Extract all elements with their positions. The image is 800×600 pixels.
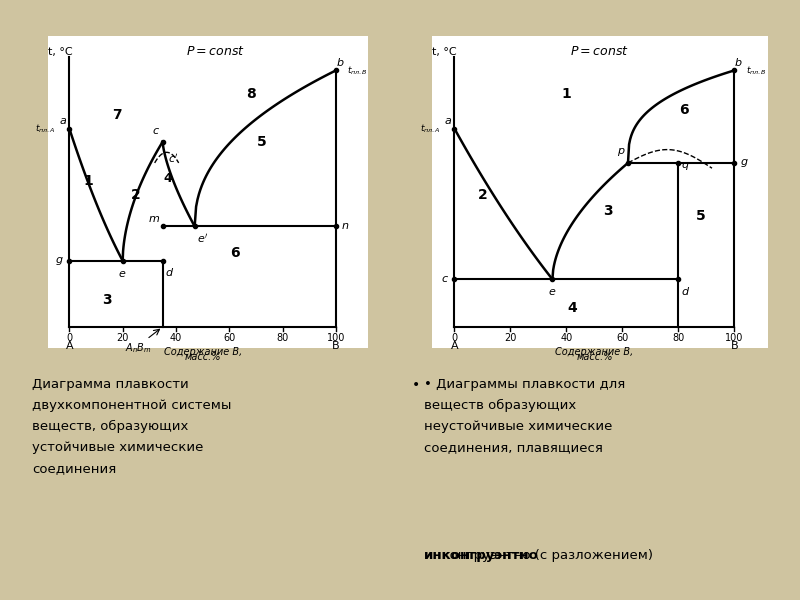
Text: t, °C: t, °C: [432, 47, 457, 57]
Text: 1: 1: [83, 175, 93, 188]
Text: $g$: $g$: [55, 255, 64, 267]
Text: 60: 60: [616, 334, 629, 343]
Text: масс.%: масс.%: [185, 352, 221, 362]
Text: 0: 0: [66, 334, 72, 343]
Text: Содержание В,: Содержание В,: [555, 347, 634, 356]
Text: $d$: $d$: [681, 284, 690, 296]
Text: 7: 7: [113, 109, 122, 122]
Text: $c'$: $c'$: [168, 152, 178, 166]
Text: $A_n B_m$: $A_n B_m$: [126, 341, 152, 355]
Text: $c$: $c$: [152, 127, 160, 136]
Text: 5: 5: [696, 209, 706, 223]
Text: 2: 2: [131, 188, 141, 202]
Text: 40: 40: [170, 334, 182, 343]
Text: Содержание В,: Содержание В,: [163, 347, 242, 356]
Text: 0: 0: [451, 334, 458, 343]
Text: $t_{пл.B}$: $t_{пл.B}$: [346, 64, 367, 77]
Text: $e'$: $e'$: [198, 232, 209, 245]
Text: 80: 80: [672, 334, 685, 343]
Text: $a$: $a$: [443, 116, 451, 126]
Text: 1: 1: [562, 87, 571, 101]
Text: 40: 40: [560, 334, 573, 343]
Text: $c$: $c$: [441, 274, 449, 284]
Text: 3: 3: [102, 293, 111, 307]
Text: $b$: $b$: [336, 56, 345, 68]
Text: 8: 8: [246, 87, 255, 101]
Text: 4: 4: [567, 301, 577, 316]
Text: инконгруэнтно (с разложением): инконгруэнтно (с разложением): [424, 549, 653, 562]
Text: $t_{пл.B}$: $t_{пл.B}$: [746, 64, 766, 77]
Text: t, °C: t, °C: [48, 47, 73, 57]
Text: •: •: [412, 378, 420, 392]
Text: 4: 4: [164, 172, 172, 185]
Text: 20: 20: [504, 334, 517, 343]
Text: 2: 2: [478, 188, 487, 202]
Text: $a$: $a$: [58, 116, 66, 126]
Text: инконгруэнтно: инконгруэнтно: [424, 549, 539, 562]
Text: Диаграмма плавкости
двухкомпонентной системы
веществ, образующих
устойчивые хими: Диаграмма плавкости двухкомпонентной сис…: [32, 378, 231, 475]
Text: $g$: $g$: [740, 157, 749, 169]
Text: $q$: $q$: [681, 160, 690, 172]
Text: $n$: $n$: [342, 221, 350, 232]
Text: масс.%: масс.%: [576, 352, 613, 362]
Text: $d$: $d$: [166, 266, 174, 278]
Text: $e$: $e$: [548, 287, 557, 297]
Text: B: B: [730, 341, 738, 352]
Text: $p$: $p$: [617, 146, 626, 158]
Text: $m$: $m$: [148, 214, 160, 224]
Text: 60: 60: [223, 334, 235, 343]
Text: A: A: [450, 341, 458, 352]
Text: $e$: $e$: [118, 269, 127, 278]
Text: $P = const$: $P = const$: [186, 46, 246, 58]
Text: 20: 20: [117, 334, 129, 343]
Text: 100: 100: [726, 334, 743, 343]
Text: 6: 6: [230, 246, 239, 260]
Text: 100: 100: [327, 334, 345, 343]
Text: 3: 3: [603, 203, 614, 218]
Text: B: B: [332, 341, 340, 352]
Text: $b$: $b$: [734, 56, 743, 68]
Text: $P = const$: $P = const$: [570, 46, 630, 58]
Text: $t_{пл.A}$: $t_{пл.A}$: [419, 122, 440, 135]
Text: 5: 5: [257, 135, 266, 149]
Text: 80: 80: [277, 334, 289, 343]
Text: A: A: [66, 341, 73, 352]
Text: 6: 6: [679, 103, 689, 117]
Text: • Диаграммы плавкости для
веществ образующих
неустойчивые химические
соединения,: • Диаграммы плавкости для веществ образу…: [424, 378, 626, 475]
Text: $t_{пл.A}$: $t_{пл.A}$: [35, 122, 56, 135]
